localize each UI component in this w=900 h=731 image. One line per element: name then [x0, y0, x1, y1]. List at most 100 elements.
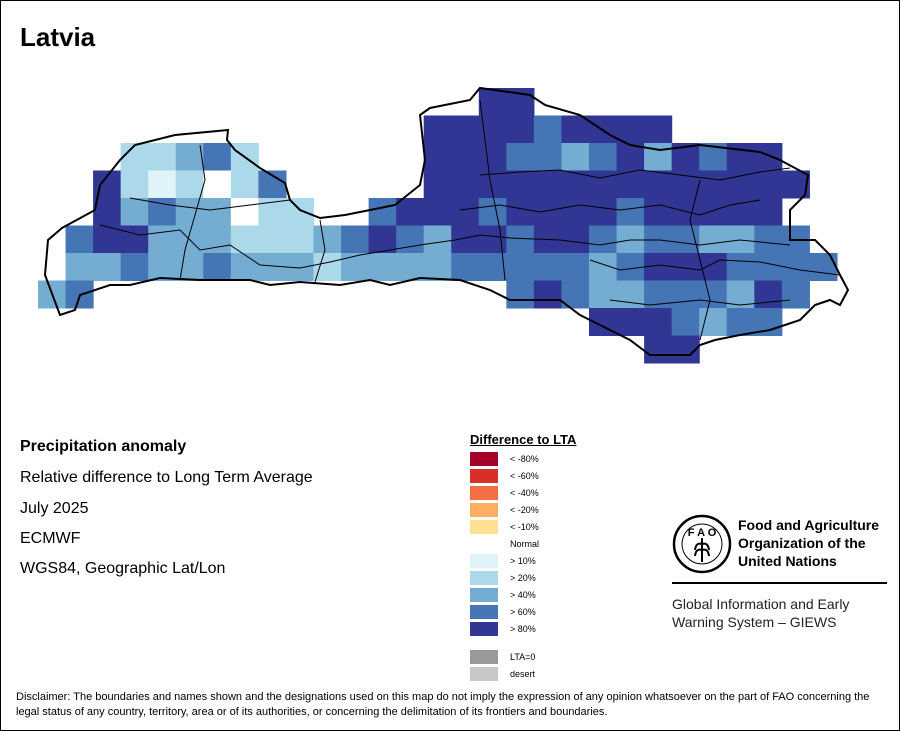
map-period: July 2025 — [20, 500, 89, 517]
legend-swatch — [470, 469, 498, 483]
legend-swatch — [470, 571, 498, 585]
internal-boundary — [689, 179, 711, 341]
grid-cell — [478, 143, 507, 171]
grid-cell — [754, 143, 783, 171]
grid-cell — [699, 308, 728, 336]
internal-boundary — [479, 99, 506, 281]
grid-cell — [451, 253, 480, 281]
grid-cell — [699, 198, 728, 226]
legend-label: > 20% — [510, 573, 536, 583]
grid-cell — [726, 253, 755, 281]
grid-cell — [93, 225, 122, 254]
grid-cell — [644, 253, 673, 281]
map-description: Relative difference to Long Term Average — [20, 469, 313, 486]
grid-cell — [451, 115, 480, 144]
grid-cell — [809, 253, 838, 281]
grid-cell — [781, 280, 810, 309]
precipitation-map — [38, 86, 850, 364]
legend-swatch — [470, 520, 498, 534]
internal-boundary — [609, 299, 791, 306]
grid-cell — [644, 335, 673, 364]
legend-item: > 40% — [470, 588, 536, 602]
grid-cell — [506, 253, 535, 281]
grid-cell — [396, 198, 425, 226]
legend-swatch — [470, 605, 498, 619]
grid-cell — [478, 115, 507, 144]
grid-cell — [533, 253, 562, 281]
grid-cell — [368, 225, 397, 254]
country-border — [43, 86, 850, 356]
grid-cell — [644, 198, 673, 226]
grid-cell — [561, 198, 590, 226]
grid-cell — [203, 143, 232, 171]
grid-cell — [230, 253, 259, 281]
internal-boundary — [479, 167, 791, 181]
grid-cell — [699, 225, 728, 254]
grid-cell — [671, 308, 700, 336]
legend-item: < -80% — [470, 452, 539, 466]
grid-cell — [258, 225, 287, 254]
anomaly-grid — [38, 88, 838, 364]
legend-label: < -80% — [510, 454, 539, 464]
grid-cell — [726, 225, 755, 254]
grid-cell — [175, 253, 204, 281]
grid-cell — [396, 225, 425, 254]
divider — [672, 582, 887, 584]
legend-swatch — [470, 650, 498, 664]
disclaimer: Disclaimer: The boundaries and names sho… — [16, 691, 870, 718]
grid-cell — [423, 225, 452, 254]
legend-label: > 60% — [510, 607, 536, 617]
grid-cell — [506, 170, 535, 199]
grid-cell — [616, 253, 645, 281]
legend-label: > 40% — [510, 590, 536, 600]
grid-cell — [506, 280, 535, 309]
grid-cell — [616, 198, 645, 226]
grid-cell — [148, 143, 177, 171]
grid-cell — [478, 88, 507, 116]
legend-label: desert — [510, 669, 536, 679]
legend-item: > 20% — [470, 571, 536, 585]
grid-cell — [754, 280, 783, 309]
internal-boundary — [179, 144, 206, 281]
grid-cell — [148, 170, 177, 199]
grid-cell — [561, 143, 590, 171]
internal-boundary — [314, 219, 326, 283]
giews-name: Global Information and Early Warning Sys… — [672, 596, 850, 630]
grid-cell — [203, 225, 232, 254]
grid-cell — [93, 198, 122, 226]
grid-cell — [341, 253, 370, 281]
grid-cell — [699, 280, 728, 309]
grid-cell — [726, 308, 755, 336]
svg-text:F A O: F A O — [688, 527, 717, 539]
grid-cell — [396, 253, 425, 281]
grid-cell — [65, 253, 94, 281]
grid-cell — [589, 225, 618, 254]
grid-cell — [589, 170, 618, 199]
grid-cell — [313, 253, 342, 281]
grid-cell — [120, 225, 149, 254]
grid-cell — [148, 198, 177, 226]
legend-swatch — [470, 537, 498, 551]
grid-cell — [533, 170, 562, 199]
legend-label: > 10% — [510, 556, 536, 566]
organization-name: Food and Agriculture Organization of the… — [738, 517, 880, 569]
grid-cell — [699, 253, 728, 281]
legend-label: > 80% — [510, 624, 536, 634]
grid-cell — [671, 280, 700, 309]
grid-cell — [93, 253, 122, 281]
legend-item: > 60% — [470, 605, 536, 619]
grid-cell — [506, 143, 535, 171]
grid-cell — [478, 198, 507, 226]
grid-cell — [203, 253, 232, 281]
map-title: Latvia — [20, 22, 96, 52]
grid-cell — [285, 198, 315, 226]
grid-cell — [451, 170, 480, 199]
grid-cell — [561, 225, 590, 254]
grid-cell — [533, 143, 562, 171]
grid-cell — [451, 198, 480, 226]
fao-logo: F A O — [672, 514, 732, 574]
grid-cell — [478, 253, 507, 281]
legend-label: < -40% — [510, 488, 539, 498]
grid-cell — [120, 253, 149, 281]
legend-swatch — [470, 503, 498, 517]
